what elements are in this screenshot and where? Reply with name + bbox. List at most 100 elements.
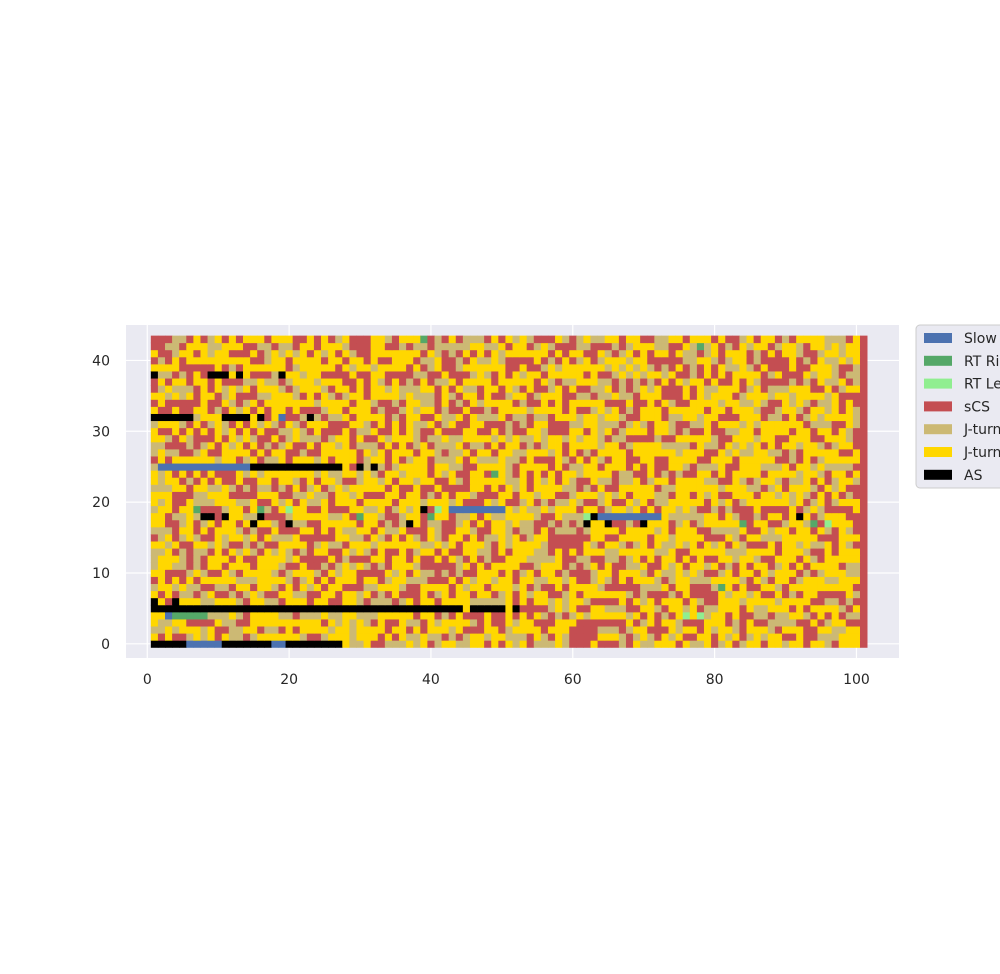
heatmap-cell xyxy=(860,413,868,422)
heatmap-cell xyxy=(781,448,790,457)
heatmap-cell xyxy=(845,505,854,514)
heatmap-cell xyxy=(179,406,187,414)
heatmap-cell xyxy=(796,349,804,358)
heatmap-cell xyxy=(349,548,357,556)
heatmap-cell xyxy=(228,385,237,393)
heatmap-cell xyxy=(349,392,357,400)
heatmap-cell xyxy=(257,590,265,599)
heatmap-cell xyxy=(661,420,669,429)
heatmap-cell xyxy=(810,420,818,429)
heatmap-cell xyxy=(448,512,457,521)
heatmap-cell xyxy=(569,427,577,436)
heatmap-cell xyxy=(328,576,336,585)
heatmap-cell xyxy=(810,611,818,620)
heatmap-cell xyxy=(306,512,315,521)
heatmap-cell xyxy=(498,640,506,648)
heatmap-cell xyxy=(703,413,712,422)
heatmap-cell xyxy=(661,371,669,379)
heatmap-cell xyxy=(604,548,613,556)
heatmap-cell xyxy=(817,604,825,613)
heatmap-cell xyxy=(243,477,251,485)
heatmap-cell xyxy=(321,420,329,429)
heatmap-cell xyxy=(540,534,549,542)
heatmap-cell xyxy=(547,491,556,499)
heatmap-cell xyxy=(377,434,386,443)
heatmap-cell xyxy=(718,484,726,492)
heatmap-cell xyxy=(484,519,492,528)
heatmap-cell xyxy=(803,611,811,620)
heatmap-cell xyxy=(207,597,216,606)
heatmap-cell xyxy=(413,548,421,556)
heatmap-cell xyxy=(725,448,733,457)
heatmap-cell xyxy=(384,491,393,499)
heatmap-cell xyxy=(817,562,825,570)
heatmap-cell xyxy=(711,456,719,464)
heatmap-cell xyxy=(583,519,591,528)
heatmap-cell xyxy=(767,619,776,627)
heatmap-cell xyxy=(179,526,187,535)
heatmap-cell xyxy=(150,576,159,585)
heatmap-cell xyxy=(675,619,684,627)
heatmap-cell xyxy=(725,477,733,485)
heatmap-cell xyxy=(604,385,613,393)
heatmap-cell xyxy=(335,484,343,492)
heatmap-cell xyxy=(838,633,847,641)
heatmap-cell xyxy=(796,512,804,521)
heatmap-cell xyxy=(250,569,258,577)
heatmap-cell xyxy=(370,441,379,450)
heatmap-cell xyxy=(235,569,244,577)
heatmap-cell xyxy=(725,619,733,627)
heatmap-cell xyxy=(384,349,393,358)
heatmap-cell xyxy=(647,335,655,344)
heatmap-cell xyxy=(675,569,684,577)
heatmap-cell xyxy=(186,576,194,585)
heatmap-cell xyxy=(654,349,662,358)
heatmap-cell xyxy=(796,505,804,514)
heatmap-cell xyxy=(498,470,506,478)
heatmap-cell xyxy=(860,342,868,351)
heatmap-cell xyxy=(718,626,726,634)
heatmap-cell xyxy=(363,534,372,542)
heatmap-cell xyxy=(774,611,783,620)
heatmap-cell xyxy=(618,576,627,585)
heatmap-cell xyxy=(576,463,584,471)
heatmap-cell xyxy=(200,434,208,443)
heatmap-cell xyxy=(767,562,776,570)
heatmap-cell xyxy=(611,420,620,429)
heatmap-cell xyxy=(491,512,499,521)
heatmap-cell xyxy=(441,392,450,400)
heatmap-cell xyxy=(711,427,719,436)
heatmap-cell xyxy=(299,399,308,407)
heatmap-cell xyxy=(611,590,620,599)
heatmap-cell xyxy=(328,413,336,422)
heatmap-cell xyxy=(250,548,258,556)
heatmap-cell xyxy=(157,519,166,528)
heatmap-cell xyxy=(845,526,854,535)
heatmap-cell xyxy=(399,640,407,648)
heatmap-cell xyxy=(165,555,173,563)
heatmap-cell xyxy=(625,519,634,528)
heatmap-cell xyxy=(498,434,506,443)
heatmap-cell xyxy=(796,619,804,627)
heatmap-cell xyxy=(611,371,620,379)
heatmap-cell xyxy=(434,548,442,556)
heatmap-cell xyxy=(668,611,677,620)
heatmap-cell xyxy=(810,392,818,400)
heatmap-cell xyxy=(299,385,308,393)
heatmap-cell xyxy=(796,541,804,549)
heatmap-cell xyxy=(306,399,315,407)
heatmap-cell xyxy=(753,576,762,585)
heatmap-cell xyxy=(484,626,492,634)
heatmap-cell xyxy=(356,491,364,499)
heatmap-cell xyxy=(852,434,861,443)
heatmap-cell xyxy=(399,491,407,499)
heatmap-cell xyxy=(363,555,372,563)
heatmap-cell xyxy=(831,633,840,641)
heatmap-cell xyxy=(441,335,450,344)
heatmap-cell xyxy=(845,456,854,464)
heatmap-cell xyxy=(796,385,804,393)
heatmap-cell xyxy=(186,385,194,393)
heatmap-cell xyxy=(235,555,244,563)
heatmap-cell xyxy=(186,363,194,372)
heatmap-cell xyxy=(555,335,563,344)
